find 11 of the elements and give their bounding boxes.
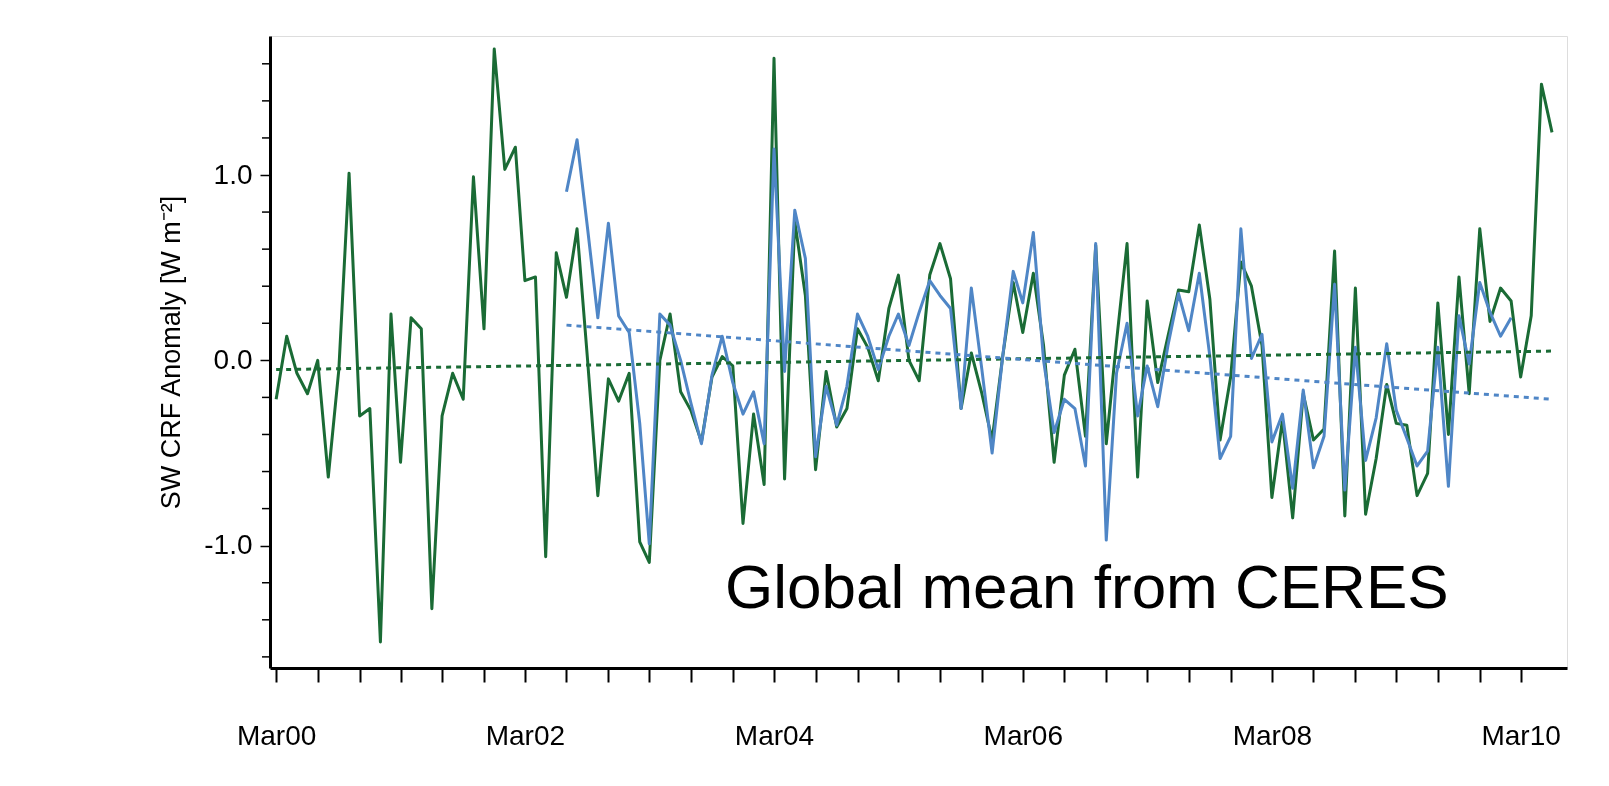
x-tick-label: Mar08	[1232, 719, 1313, 751]
x-tick-label: Mar02	[485, 719, 566, 751]
x-tick-label: Mar06	[983, 719, 1063, 751]
y-tick-label: 1.0	[213, 158, 253, 190]
y-tick-label: 0.0	[213, 343, 253, 375]
x-tick-label: Mar10	[1481, 719, 1561, 751]
x-tick-label: Mar04	[734, 719, 815, 751]
y-tick-label: -1.0	[204, 529, 253, 561]
x-tick-label: Mar00	[236, 719, 317, 751]
annotation: Global mean from CERES	[725, 552, 1449, 621]
y-axis-title: SW CRF Anomaly [W m⁻²]	[156, 195, 187, 510]
